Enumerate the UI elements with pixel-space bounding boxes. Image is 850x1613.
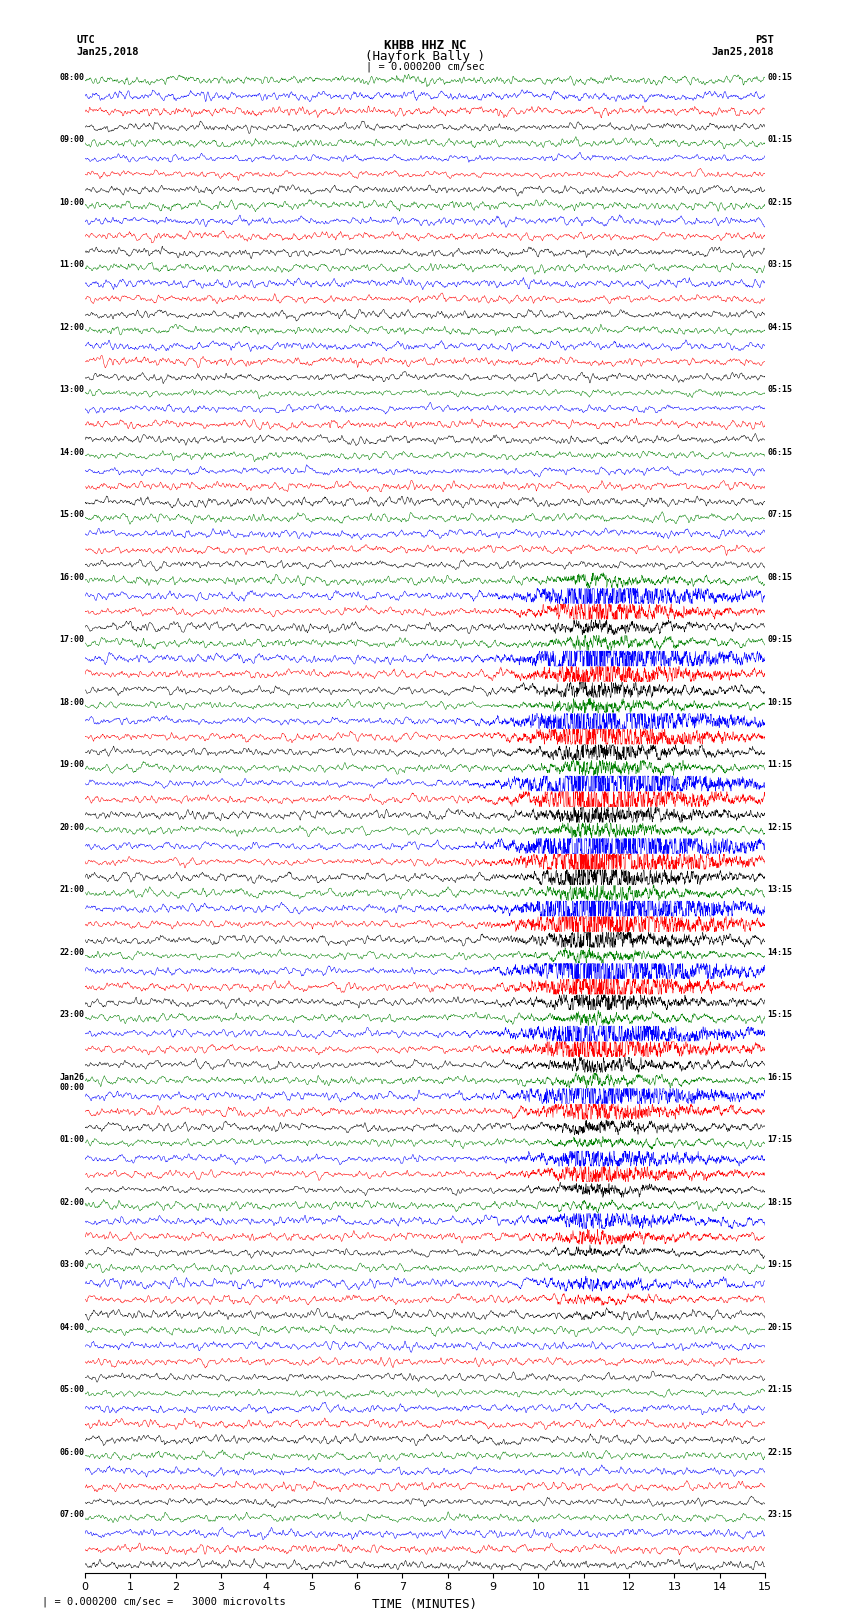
Text: KHBB HHZ NC: KHBB HHZ NC [383, 39, 467, 52]
Text: 01:15: 01:15 [768, 135, 792, 144]
Text: 20:15: 20:15 [768, 1323, 792, 1332]
Text: | = 0.000200 cm/sec: | = 0.000200 cm/sec [366, 61, 484, 73]
Text: 22:00: 22:00 [60, 948, 84, 957]
Text: 01:00: 01:00 [60, 1136, 84, 1144]
Text: 04:00: 04:00 [60, 1323, 84, 1332]
Text: 06:15: 06:15 [768, 448, 792, 456]
Text: 03:00: 03:00 [60, 1260, 84, 1269]
Text: 15:00: 15:00 [60, 510, 84, 519]
Text: 13:00: 13:00 [60, 386, 84, 394]
Text: 17:00: 17:00 [60, 636, 84, 644]
Text: 19:15: 19:15 [768, 1260, 792, 1269]
Text: 14:15: 14:15 [768, 948, 792, 957]
Text: 10:00: 10:00 [60, 198, 84, 206]
Text: 07:15: 07:15 [768, 510, 792, 519]
Text: 12:00: 12:00 [60, 323, 84, 332]
Text: 04:15: 04:15 [768, 323, 792, 332]
Text: 03:15: 03:15 [768, 260, 792, 269]
Text: 13:15: 13:15 [768, 886, 792, 894]
Text: 11:15: 11:15 [768, 760, 792, 769]
Text: 05:15: 05:15 [768, 386, 792, 394]
Text: 11:00: 11:00 [60, 260, 84, 269]
Text: 08:15: 08:15 [768, 573, 792, 582]
Text: Jan26
00:00: Jan26 00:00 [60, 1073, 84, 1092]
Text: (Hayfork Bally ): (Hayfork Bally ) [365, 50, 485, 63]
Text: 22:15: 22:15 [768, 1448, 792, 1457]
Text: 09:00: 09:00 [60, 135, 84, 144]
Text: 15:15: 15:15 [768, 1010, 792, 1019]
Text: 05:00: 05:00 [60, 1386, 84, 1394]
Text: 18:15: 18:15 [768, 1197, 792, 1207]
Text: 21:00: 21:00 [60, 886, 84, 894]
Text: 18:00: 18:00 [60, 697, 84, 706]
Text: 10:15: 10:15 [768, 697, 792, 706]
Text: 00:15: 00:15 [768, 73, 792, 82]
Text: | = 0.000200 cm/sec =   3000 microvolts: | = 0.000200 cm/sec = 3000 microvolts [42, 1595, 286, 1607]
Text: 02:00: 02:00 [60, 1197, 84, 1207]
Text: 08:00: 08:00 [60, 73, 84, 82]
Text: 20:00: 20:00 [60, 823, 84, 832]
Text: 23:00: 23:00 [60, 1010, 84, 1019]
Text: 21:15: 21:15 [768, 1386, 792, 1394]
Text: 07:00: 07:00 [60, 1510, 84, 1519]
Text: 12:15: 12:15 [768, 823, 792, 832]
Text: UTC
Jan25,2018: UTC Jan25,2018 [76, 35, 139, 56]
Text: 02:15: 02:15 [768, 198, 792, 206]
Text: 16:15: 16:15 [768, 1073, 792, 1082]
Text: 23:15: 23:15 [768, 1510, 792, 1519]
Text: 17:15: 17:15 [768, 1136, 792, 1144]
Text: 06:00: 06:00 [60, 1448, 84, 1457]
X-axis label: TIME (MINUTES): TIME (MINUTES) [372, 1598, 478, 1611]
Text: 16:00: 16:00 [60, 573, 84, 582]
Text: PST
Jan25,2018: PST Jan25,2018 [711, 35, 774, 56]
Text: 09:15: 09:15 [768, 636, 792, 644]
Text: 19:00: 19:00 [60, 760, 84, 769]
Text: 14:00: 14:00 [60, 448, 84, 456]
